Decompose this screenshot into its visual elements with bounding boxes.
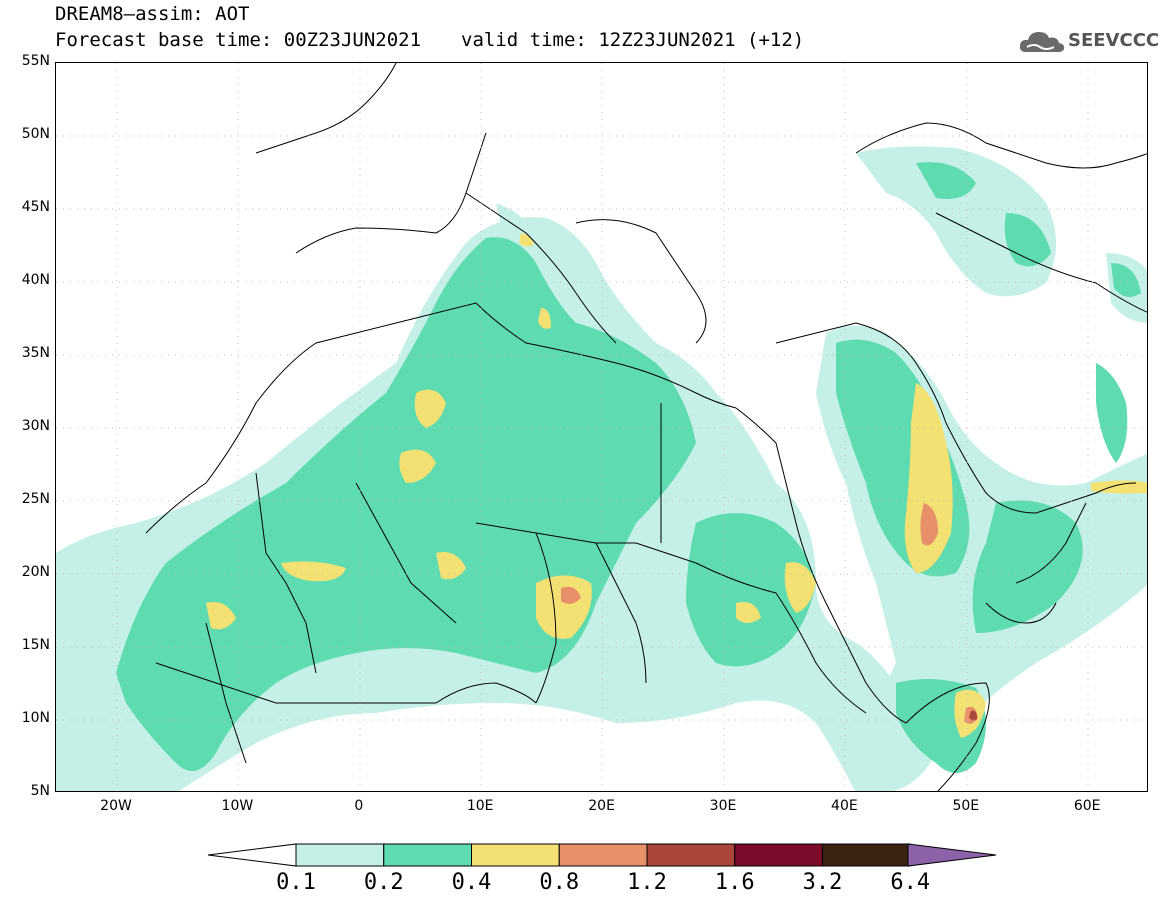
lat-label: 25N <box>21 491 50 507</box>
time-info: Forecast base time: 00Z23JUN2021 valid ti… <box>55 30 804 50</box>
lat-label: 30N <box>21 418 50 434</box>
lat-label: 50N <box>21 126 50 142</box>
colorbar-label: 0.8 <box>539 870 580 895</box>
lon-label: 0 <box>354 798 364 814</box>
colorbar-swatch <box>734 843 823 867</box>
colorbar-over-arrow <box>907 843 997 867</box>
base-time: Forecast base time: 00Z23JUN2021 <box>55 29 422 51</box>
lon-label: 60E <box>1073 798 1101 814</box>
lat-label: 55N <box>21 53 50 69</box>
lon-label: 40E <box>831 798 858 814</box>
lon-label: 50E <box>952 798 980 814</box>
lat-label: 45N <box>21 199 50 215</box>
aot-field <box>56 63 1147 791</box>
colorbar-label: 0.4 <box>451 870 492 895</box>
map-area <box>55 62 1148 792</box>
colorbar <box>207 843 997 867</box>
colorbar-swatch <box>295 843 385 867</box>
seevccc-logo: SEEVCCC <box>1018 26 1159 56</box>
cloud-icon <box>1019 32 1065 52</box>
lat-label: 35N <box>21 345 50 361</box>
colorbar-swatch <box>822 843 911 867</box>
colorbar-swatch <box>383 843 472 867</box>
lat-label: 20N <box>21 564 50 580</box>
lon-label: 20W <box>100 798 132 814</box>
aot-level-0-4 <box>206 233 1147 738</box>
grid-lines <box>56 63 1147 791</box>
colorbar-label: 6.4 <box>890 870 931 895</box>
lon-label: 10E <box>466 798 494 814</box>
colorbar-label: 3.2 <box>802 870 843 895</box>
aot-level-1-2 <box>969 710 977 721</box>
lat-label: 5N <box>30 783 50 799</box>
colorbar-swatch <box>646 843 736 867</box>
colorbar-label: 1.6 <box>714 870 755 895</box>
lat-label: 10N <box>21 710 50 726</box>
lat-label: 40N <box>21 272 50 288</box>
colorbar-label: 1.2 <box>627 870 667 895</box>
colorbar-swatch <box>471 843 560 867</box>
lon-label: 30E <box>709 798 737 814</box>
lon-label: 10W <box>221 798 254 814</box>
valid-time: valid time: 12Z23JUN2021 (+12) <box>461 29 805 51</box>
map-title: DREAM8–assim: AOT <box>55 3 250 25</box>
lat-label: 15N <box>21 637 50 653</box>
colorbar-label: 0.1 <box>276 870 316 895</box>
colorbar-under-arrow <box>207 843 297 867</box>
colorbar-swatch <box>558 843 648 867</box>
logo-text: SEEVCCC <box>1068 30 1160 51</box>
lon-label: 20E <box>588 798 615 814</box>
country-borders <box>145 63 1147 791</box>
colorbar-label: 0.2 <box>363 870 404 895</box>
